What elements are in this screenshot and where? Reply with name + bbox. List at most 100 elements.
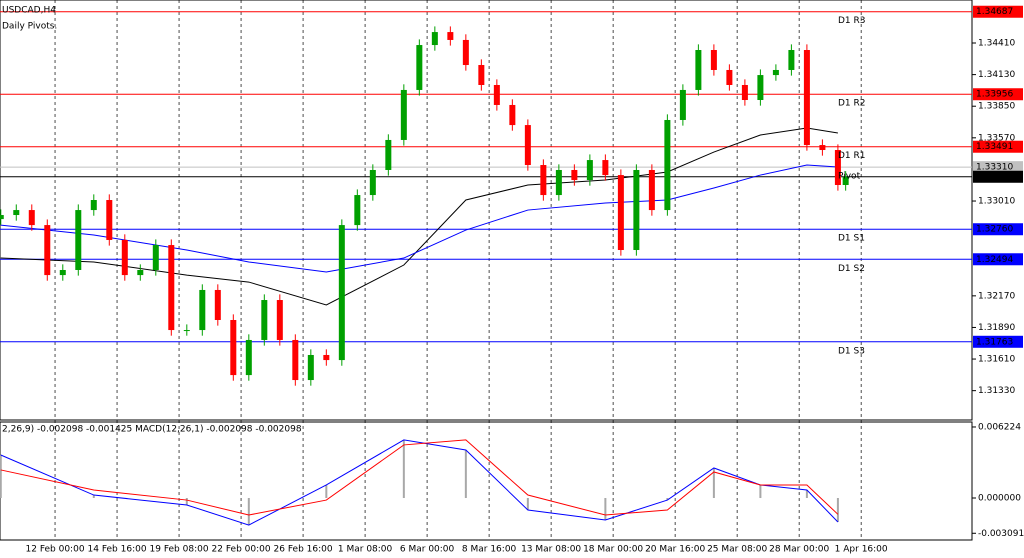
level-value: 1.33491 bbox=[976, 142, 1013, 152]
macd-histogram-bar bbox=[325, 484, 328, 499]
x-tick-label: 22 Feb 00:00 bbox=[212, 545, 271, 555]
macd-histogram-bar bbox=[0, 454, 2, 499]
y-tick-label: 1.31330 bbox=[978, 386, 1015, 396]
level-tag bbox=[973, 223, 1023, 236]
candle-body bbox=[106, 200, 113, 240]
candle-body bbox=[59, 269, 66, 276]
candle-body bbox=[245, 339, 252, 376]
level-name: D1 S2 bbox=[838, 264, 865, 274]
candle-body bbox=[276, 300, 283, 340]
price-panel bbox=[0, 0, 973, 421]
macd-header: 2,26,9) -0.002098 -0.001425 MACD(12,26,1… bbox=[2, 425, 302, 435]
level-value: 1.34687 bbox=[976, 7, 1013, 17]
candle-body bbox=[772, 69, 779, 76]
candle-body bbox=[819, 145, 826, 151]
x-tick-label: 13 Mar 08:00 bbox=[521, 545, 581, 555]
candle-body bbox=[90, 200, 97, 211]
level-name: D1 R1 bbox=[838, 151, 866, 161]
y-tick-label: 1.34410 bbox=[978, 39, 1015, 49]
candle-body bbox=[586, 160, 593, 181]
level-name: D1 S3 bbox=[838, 346, 865, 356]
candle-body bbox=[199, 289, 206, 331]
candle-body bbox=[664, 119, 671, 211]
candle-body bbox=[121, 239, 128, 276]
macd-panel bbox=[0, 421, 973, 541]
candle-body bbox=[447, 32, 454, 40]
candle-body bbox=[741, 84, 748, 101]
x-tick-label: 8 Mar 16:00 bbox=[462, 545, 517, 555]
macd-histogram-bar bbox=[464, 449, 467, 499]
level-name: Pivot bbox=[838, 172, 861, 182]
candle-body bbox=[400, 89, 407, 140]
candle-body bbox=[648, 169, 655, 211]
candle-body bbox=[540, 165, 547, 196]
y-tick-label: 1.31610 bbox=[978, 355, 1015, 365]
y-tick-label: 1.33010 bbox=[978, 197, 1015, 207]
candle-body bbox=[788, 50, 795, 70]
macd-histogram-bar bbox=[666, 498, 669, 501]
level-name: D1 R2 bbox=[838, 99, 866, 109]
chart-title: USDCAD,H4 bbox=[2, 6, 56, 16]
candle-body bbox=[462, 39, 469, 66]
candle-body bbox=[28, 210, 35, 226]
candle-body bbox=[679, 89, 686, 120]
macd-histogram-bar bbox=[604, 498, 607, 521]
level-value: 1.33310 bbox=[976, 163, 1013, 173]
candle-body bbox=[75, 210, 82, 270]
candle-body bbox=[323, 354, 330, 361]
x-tick-label: 14 Feb 16:00 bbox=[88, 545, 147, 555]
candle-body bbox=[13, 210, 20, 216]
macd-histogram-bar bbox=[836, 498, 839, 522]
level-tag bbox=[973, 88, 1023, 101]
level-tag bbox=[973, 335, 1023, 348]
candle-body bbox=[261, 300, 268, 340]
y-tick-label: 1.34130 bbox=[978, 70, 1015, 80]
grid bbox=[0, 0, 976, 540]
macd-histogram-bar bbox=[759, 484, 762, 499]
candle-body bbox=[214, 289, 221, 320]
macd-histogram-bar bbox=[247, 498, 250, 526]
marks bbox=[0, 26, 849, 526]
y-tick-label: 1.33850 bbox=[978, 102, 1015, 112]
x-tick-label: 1 Mar 08:00 bbox=[338, 545, 393, 555]
macd-histogram-bar bbox=[805, 490, 808, 499]
candle-body bbox=[726, 69, 733, 85]
candle-body bbox=[524, 125, 531, 166]
level-name: D1 R3 bbox=[838, 16, 866, 26]
candle-body bbox=[292, 339, 299, 381]
candle-body bbox=[509, 104, 516, 126]
candle-body bbox=[478, 65, 485, 85]
x-tick-label: 25 Mar 08:00 bbox=[707, 545, 767, 555]
y-tick-label: 1.32170 bbox=[978, 291, 1015, 301]
x-tick-label: 18 Mar 00:00 bbox=[583, 545, 643, 555]
macd-line bbox=[0, 439, 839, 526]
level-value: 1.33956 bbox=[976, 90, 1013, 100]
macd-line bbox=[0, 439, 839, 516]
macd-histogram-bar bbox=[526, 498, 529, 510]
level-value: 1.32494 bbox=[976, 255, 1013, 265]
x-tick-label: 12 Feb 00:00 bbox=[26, 545, 85, 555]
candle-body bbox=[230, 319, 237, 376]
candle-body bbox=[571, 169, 578, 181]
x-tick-label: 1 Apr 16:00 bbox=[835, 545, 888, 555]
x-tick-label: 20 Mar 16:00 bbox=[645, 545, 705, 555]
candle-body bbox=[44, 225, 51, 276]
macd-histogram-bar bbox=[402, 439, 405, 499]
labels: 12 Feb 00:00 14 Feb 16:00 19 Feb 08:00 22 F… bbox=[26, 5, 1024, 555]
level-tag bbox=[973, 5, 1023, 18]
level-tag bbox=[973, 253, 1023, 266]
candle-body bbox=[555, 169, 562, 196]
candle-body bbox=[757, 75, 764, 101]
candle-body bbox=[493, 84, 500, 105]
moving-average bbox=[0, 164, 838, 273]
candle-body bbox=[695, 50, 702, 90]
level-value: 1.31763 bbox=[976, 337, 1013, 347]
candle-body bbox=[602, 160, 609, 176]
y-tick-label: 0.000000 bbox=[978, 494, 1021, 504]
x-tick-label: 6 Mar 00:00 bbox=[400, 545, 455, 555]
candle-body bbox=[183, 330, 190, 332]
candle-body bbox=[168, 245, 175, 331]
x-tick-label: 28 Mar 00:00 bbox=[769, 545, 829, 555]
candle-body bbox=[369, 169, 376, 196]
candle-body bbox=[137, 269, 144, 276]
